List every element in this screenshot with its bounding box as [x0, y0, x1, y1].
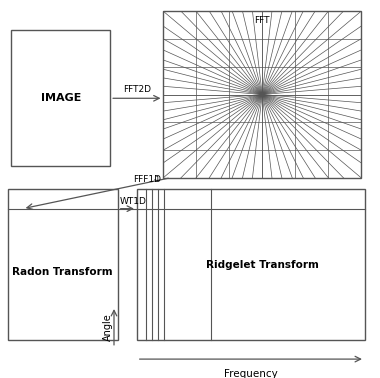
Text: IMAGE: IMAGE — [41, 93, 81, 103]
Text: Ridgelet Transform: Ridgelet Transform — [206, 260, 319, 270]
FancyBboxPatch shape — [8, 189, 118, 340]
FancyBboxPatch shape — [163, 11, 361, 178]
Text: Frequency: Frequency — [224, 369, 278, 378]
Text: FFF1D: FFF1D — [133, 175, 161, 184]
Text: FFT2D: FFT2D — [123, 85, 151, 94]
Text: -1: -1 — [154, 176, 161, 182]
FancyBboxPatch shape — [11, 30, 110, 166]
Text: Angle: Angle — [103, 313, 113, 341]
FancyBboxPatch shape — [137, 189, 365, 340]
Text: WT1D: WT1D — [120, 197, 147, 206]
Text: Radon Transform: Radon Transform — [13, 267, 113, 277]
Text: FFT: FFT — [255, 16, 270, 25]
